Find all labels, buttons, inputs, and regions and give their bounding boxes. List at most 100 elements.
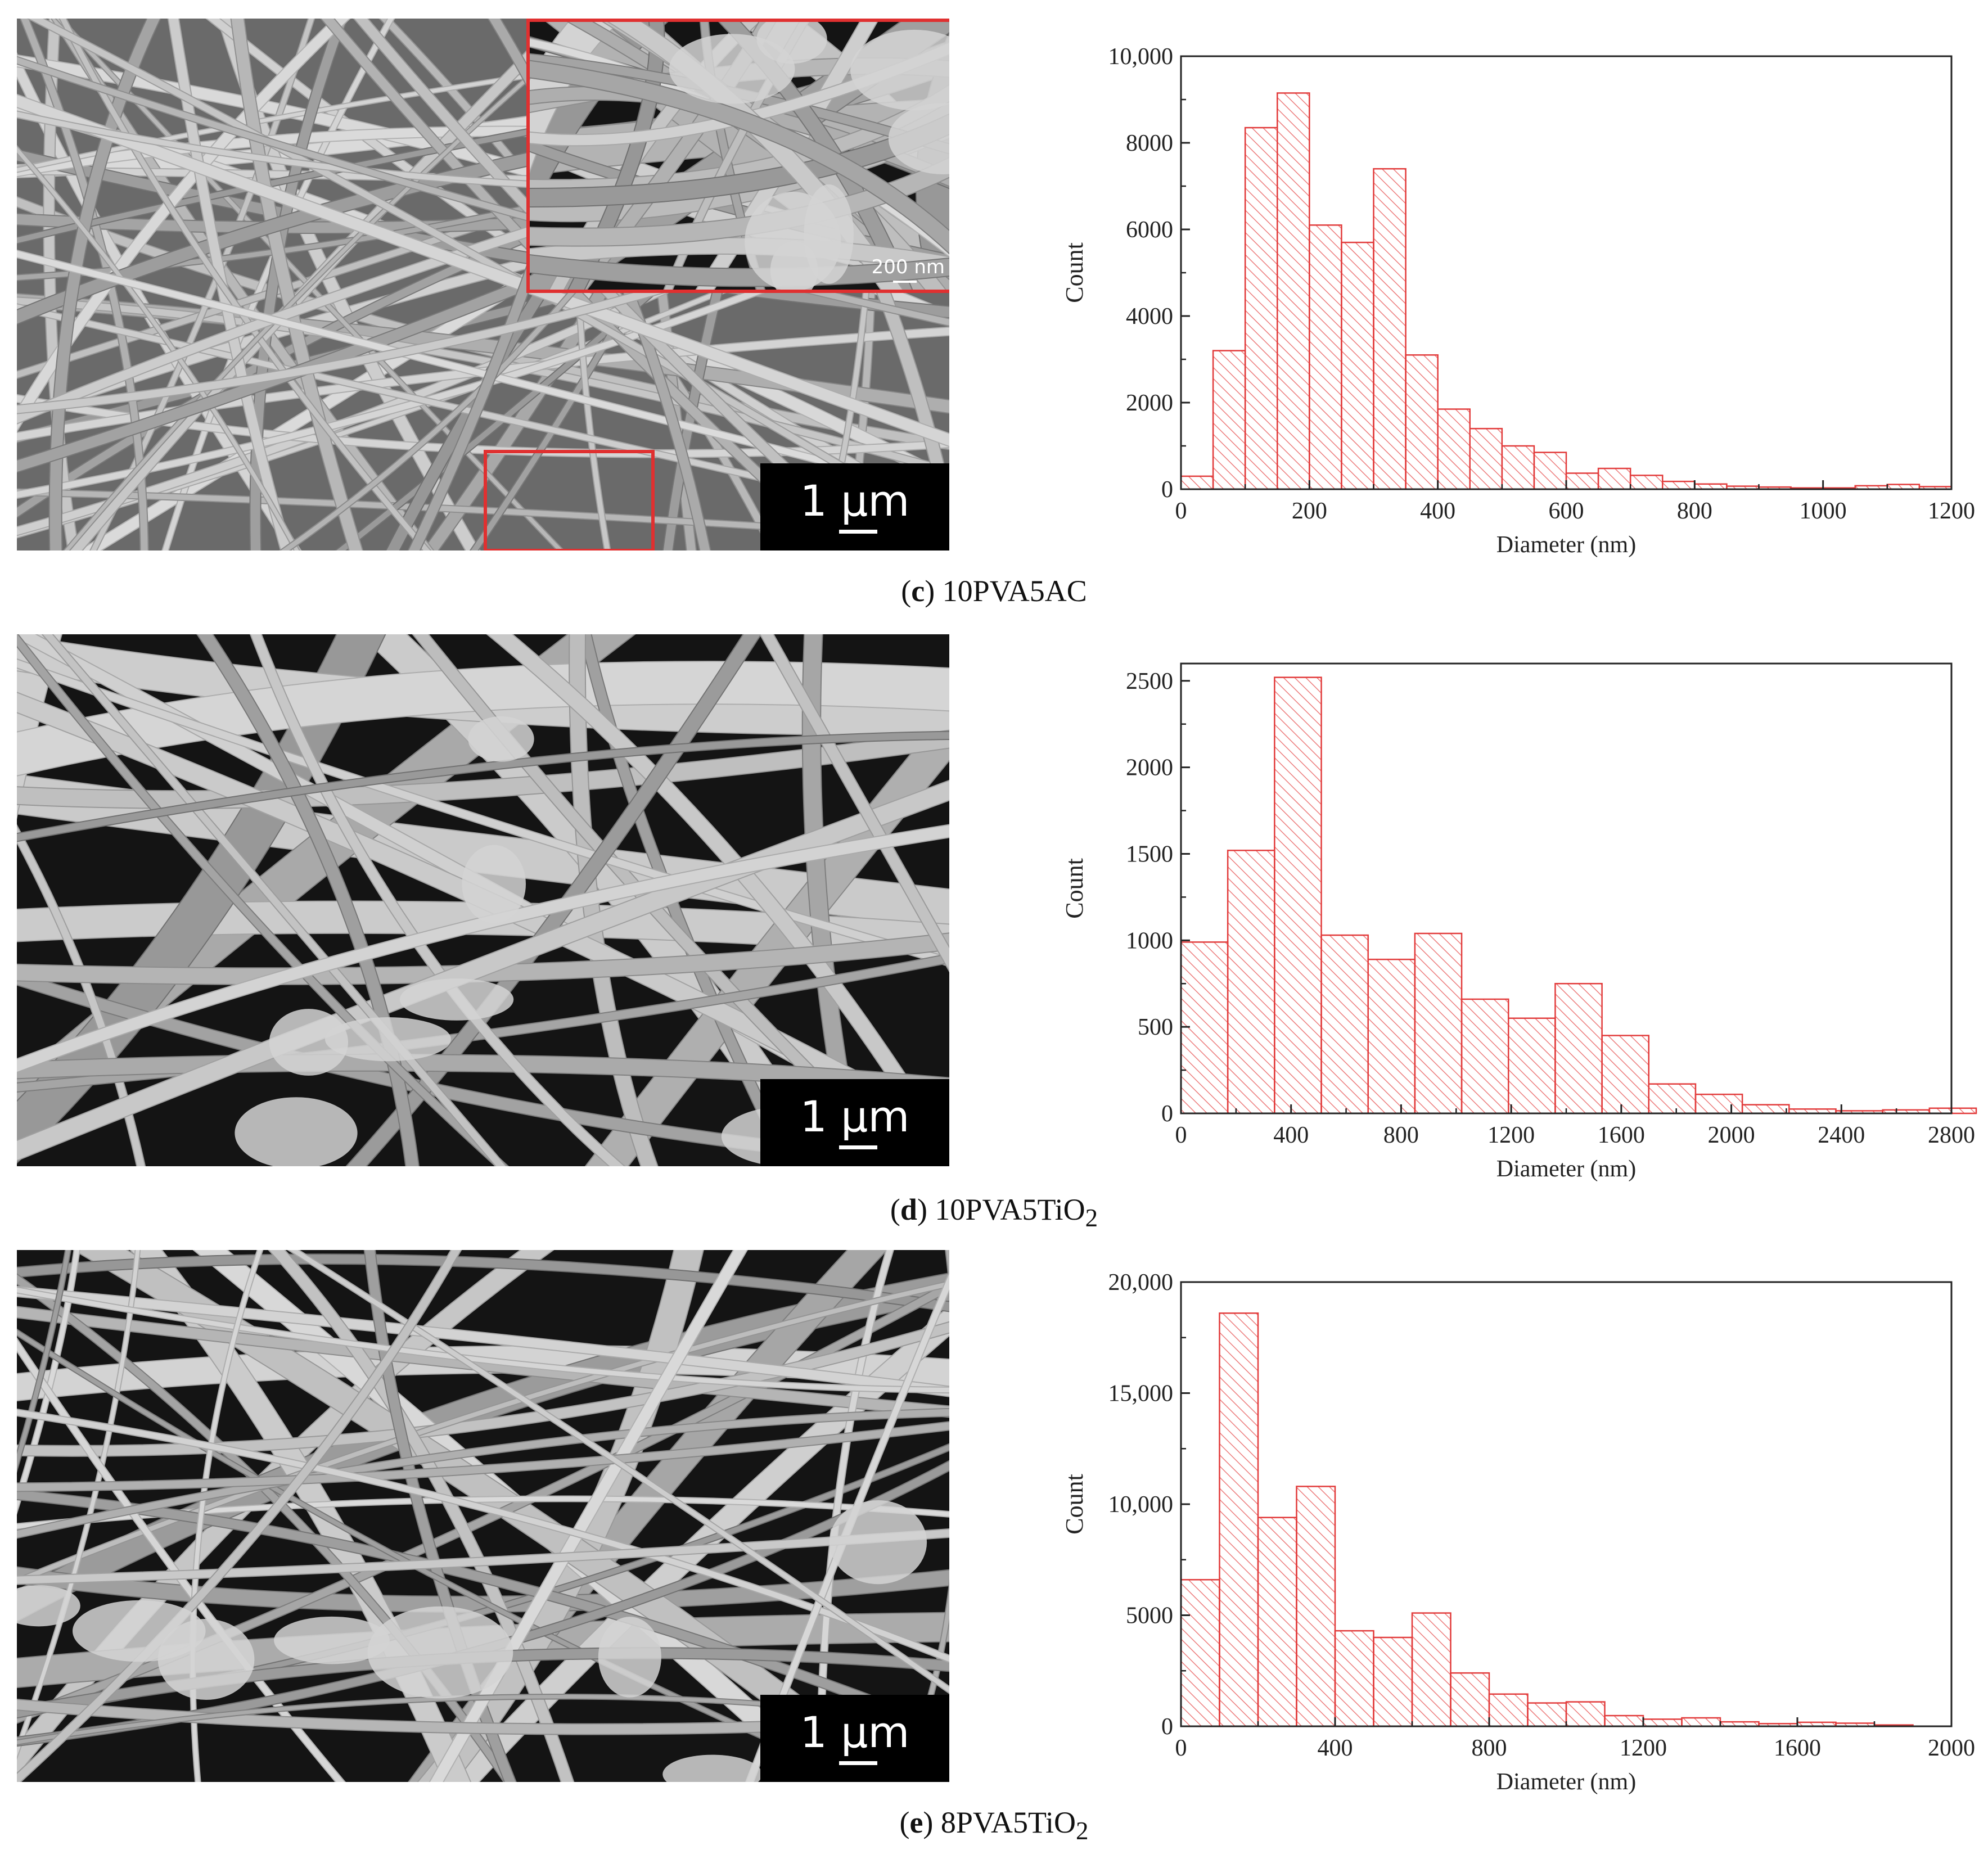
caption-name: 8PVA5TiO bbox=[940, 1806, 1076, 1839]
histogram-bar bbox=[1662, 480, 1696, 490]
x-tick-label: 1200 bbox=[1620, 1735, 1667, 1761]
histogram-bar bbox=[1244, 127, 1278, 490]
panel-d: 1 µm 0 500 1000 1500 2000 2500 0 400 800 1200 1600… bbox=[0, 619, 1988, 1237]
y-axis-label: Count bbox=[1061, 1474, 1088, 1535]
y-tick-label: 10,000 bbox=[1108, 1492, 1174, 1518]
histogram-bar bbox=[1277, 92, 1310, 490]
histogram-bar bbox=[1694, 1093, 1743, 1115]
zoom-region-box bbox=[484, 450, 655, 551]
fiber-network-image bbox=[17, 634, 949, 1166]
y-tick-label: 1500 bbox=[1126, 841, 1173, 867]
panel-c: 200 nm 1 µm 0 2000 4000 6000 8000 10,000 0 200 4… bbox=[0, 0, 1988, 619]
y-tick-label: 8000 bbox=[1126, 130, 1173, 156]
histogram-bar bbox=[1309, 224, 1342, 490]
histogram-e: 0 5000 10,000 15,000 20,000 0 400 800 1200 1600 20… bbox=[1061, 1270, 1975, 1795]
y-tick-label: 15,000 bbox=[1108, 1381, 1174, 1407]
inset-scale-bar bbox=[893, 281, 917, 283]
caption-subscript: 2 bbox=[1085, 1203, 1098, 1232]
x-tick-label: 1200 bbox=[1487, 1122, 1535, 1148]
histogram-bar bbox=[1320, 934, 1369, 1115]
histogram-bar bbox=[1367, 958, 1416, 1115]
x-tick-label: 1600 bbox=[1598, 1122, 1645, 1148]
histogram-bar bbox=[1604, 1714, 1644, 1727]
y-tick-label: 5000 bbox=[1126, 1603, 1173, 1629]
y-tick-label: 4000 bbox=[1126, 304, 1173, 330]
y-tick-label: 500 bbox=[1138, 1014, 1173, 1040]
histogram-bar bbox=[1450, 1672, 1490, 1727]
histogram-bar bbox=[1373, 1636, 1413, 1727]
scale-bar-box: 1 µm bbox=[760, 1079, 949, 1166]
histogram-bar bbox=[1741, 1104, 1790, 1115]
scale-bar-box: 1 µm bbox=[760, 1695, 949, 1782]
histogram-bar bbox=[1533, 452, 1567, 490]
x-tick-label: 1200 bbox=[1928, 498, 1975, 524]
histogram-bar bbox=[1257, 1517, 1297, 1727]
caption-e: (e) 8PVA5TiO2 bbox=[899, 1806, 1089, 1845]
caption-letter: c bbox=[911, 574, 925, 608]
histogram-bar bbox=[1469, 427, 1503, 490]
y-tick-label: 2500 bbox=[1126, 669, 1173, 694]
x-tick-label: 0 bbox=[1175, 1735, 1187, 1761]
histogram-bar bbox=[1414, 932, 1463, 1115]
histogram-c: 0 2000 4000 6000 8000 10,000 0 200 400 600 800 1000… bbox=[1061, 44, 1975, 558]
x-axis-label: Diameter (nm) bbox=[1496, 532, 1636, 558]
x-tick-label: 400 bbox=[1420, 498, 1455, 524]
fiber-network-image bbox=[17, 1250, 949, 1782]
histogram-bar bbox=[1642, 1718, 1683, 1727]
y-tick-label: 10,000 bbox=[1108, 44, 1174, 70]
sem-micrograph-e: 1 µm bbox=[17, 1250, 949, 1782]
histogram-bar bbox=[1554, 982, 1603, 1115]
y-tick-label: 2000 bbox=[1126, 755, 1173, 781]
x-tick-label: 2000 bbox=[1928, 1735, 1975, 1761]
x-axis-label: Diameter (nm) bbox=[1496, 1769, 1636, 1795]
x-tick-label: 400 bbox=[1273, 1122, 1309, 1148]
inset-fiber-image bbox=[530, 22, 949, 290]
y-tick-label: 0 bbox=[1161, 1714, 1173, 1740]
y-tick-label: 2000 bbox=[1126, 390, 1173, 416]
histogram-bar bbox=[1180, 1579, 1220, 1727]
histogram-bar bbox=[1405, 354, 1439, 490]
histogram-bar bbox=[1527, 1702, 1567, 1727]
x-tick-label: 800 bbox=[1677, 498, 1712, 524]
histogram-bar bbox=[1341, 241, 1374, 490]
sem-micrograph-c: 200 nm 1 µm bbox=[17, 19, 949, 551]
x-tick-label: 600 bbox=[1549, 498, 1584, 524]
histogram-bar bbox=[1488, 1693, 1529, 1727]
y-axis-label: Count bbox=[1061, 858, 1088, 919]
x-tick-label: 2000 bbox=[1708, 1122, 1755, 1148]
y-tick-label: 6000 bbox=[1126, 217, 1173, 243]
x-axis-label: Diameter (nm) bbox=[1496, 1156, 1636, 1182]
caption-name: 10PVA5TiO bbox=[935, 1193, 1085, 1226]
scale-bar-label: 1 µm bbox=[800, 1707, 910, 1757]
x-tick-label: 800 bbox=[1472, 1735, 1507, 1761]
caption-c: (c) 10PVA5AC bbox=[901, 574, 1087, 608]
y-tick-label: 20,000 bbox=[1108, 1270, 1174, 1296]
zoom-inset: 200 nm bbox=[526, 19, 949, 293]
histogram-bar bbox=[1508, 1017, 1556, 1115]
histogram-bar bbox=[1629, 475, 1664, 490]
y-tick-label: 0 bbox=[1161, 1101, 1173, 1127]
histogram-bar bbox=[1648, 1083, 1697, 1115]
x-tick-label: 2800 bbox=[1928, 1122, 1975, 1148]
x-tick-label: 400 bbox=[1318, 1735, 1353, 1761]
histogram-bar bbox=[1296, 1486, 1336, 1727]
caption-subscript: 2 bbox=[1076, 1816, 1089, 1845]
histogram-bar bbox=[1411, 1612, 1451, 1727]
scale-bar-line bbox=[839, 530, 877, 534]
x-tick-label: 200 bbox=[1292, 498, 1327, 524]
histogram-bar bbox=[1681, 1717, 1721, 1727]
histogram-bar bbox=[1460, 998, 1509, 1115]
caption-name: 10PVA5AC bbox=[942, 574, 1087, 608]
histogram-bar bbox=[1219, 1312, 1259, 1727]
x-tick-label: 1000 bbox=[1800, 498, 1847, 524]
histogram-d: 0 500 1000 1500 2000 2500 0 400 800 1200 1600 2000 2… bbox=[1061, 662, 1977, 1182]
histogram-bar bbox=[1180, 475, 1214, 490]
scale-bar-label: 1 µm bbox=[800, 476, 910, 526]
caption-letter: e bbox=[909, 1806, 923, 1839]
y-tick-label: 0 bbox=[1161, 477, 1173, 503]
histogram-bar bbox=[1437, 408, 1471, 490]
y-axis-label: Count bbox=[1061, 242, 1088, 303]
x-tick-label: 2400 bbox=[1818, 1122, 1865, 1148]
scale-bar-line bbox=[839, 1145, 877, 1149]
x-tick-label: 0 bbox=[1175, 1122, 1187, 1148]
